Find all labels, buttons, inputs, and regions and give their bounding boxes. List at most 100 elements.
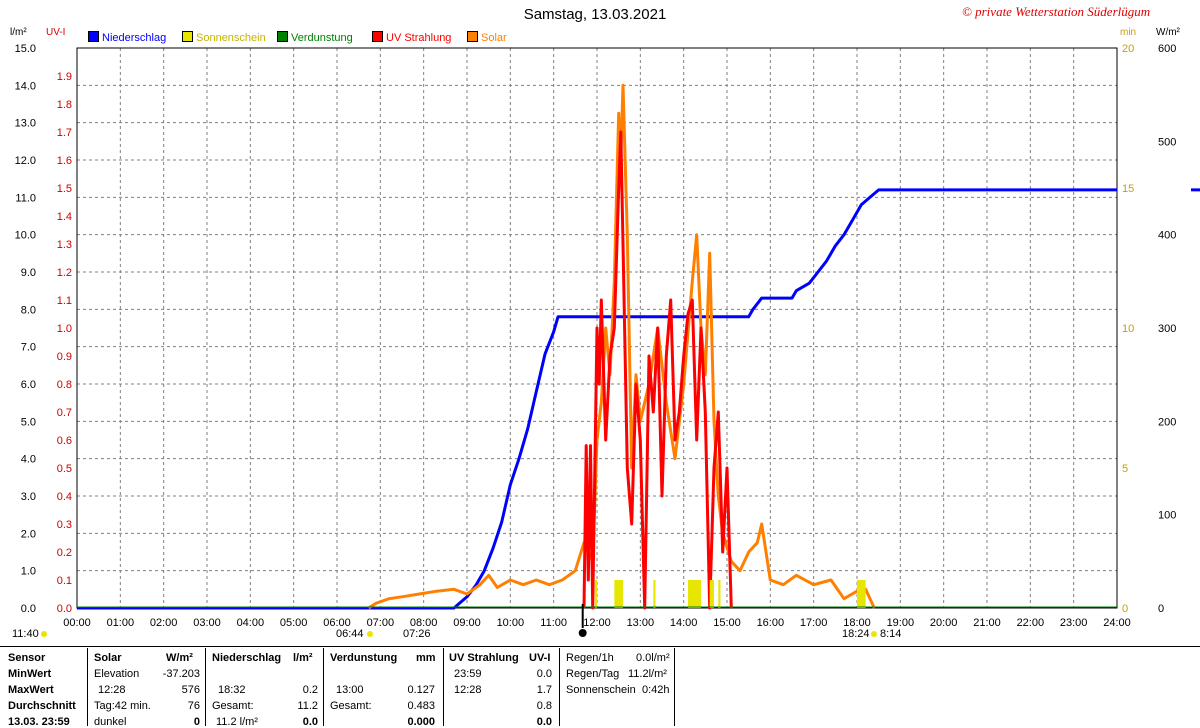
tick-label-precip: 14.0 [15, 80, 36, 92]
tick-label-time: 11:00 [540, 617, 567, 629]
uv-line [582, 130, 733, 610]
tick-label-precip: 4.0 [21, 454, 36, 466]
sunshine-bar [653, 580, 656, 608]
tick-label-time: 00:00 [63, 617, 91, 629]
legend-swatch [467, 31, 478, 42]
tick-label-uv: 0.4 [57, 491, 72, 503]
tick-label-uv: 1.0 [57, 323, 72, 335]
tick-label-precip: 0.0 [21, 603, 36, 615]
uv-unit: UV-I [529, 652, 551, 664]
tick-label-uv: 1.6 [57, 155, 72, 167]
uv-title: UV Strahlung [449, 652, 519, 664]
legend-label: Niederschlag [102, 32, 167, 44]
tick-label-precip: 13.0 [15, 118, 36, 130]
rain-title: Niederschlag [212, 652, 282, 664]
legend-label: Sonnenschein [196, 32, 266, 44]
row-header-avg: Durchschnitt [8, 700, 76, 712]
tick-label-time: 02:00 [150, 617, 178, 629]
tick-label-precip: 9.0 [21, 267, 36, 279]
tick-label-uv: 0.3 [57, 519, 72, 531]
tick-label-time: 17:00 [800, 617, 828, 629]
evap-cell: 0.127 [407, 684, 435, 696]
left-time-marker: 11:40 [12, 628, 39, 640]
legend-item-verdunstung: Verdunstung [277, 31, 353, 44]
tick-label-time: 15:00 [713, 617, 741, 629]
rain-cell: Gesamt: [212, 700, 254, 712]
weather-chart: 0.0 1.0 2.0 3.0 4.0 5.0 6.0 7.0 8.0 9.0 10.0 11.0 12… [15, 43, 1200, 637]
evap-cell: 13:00 [336, 684, 364, 696]
tick-label-uv: 0.5 [57, 463, 72, 475]
table-divider [559, 648, 560, 726]
tick-label-solar: 600 [1158, 43, 1176, 55]
row-header-sensor: Sensor [8, 652, 46, 664]
tick-label-precip: 12.0 [15, 155, 36, 167]
tick-label-time: 24:00 [1103, 617, 1131, 629]
solar-unit: W/m² [166, 652, 193, 664]
rain-unit: l/m² [293, 652, 313, 664]
evap-cell: Gesamt: [330, 700, 372, 712]
rain-cell: 18:32 [218, 684, 246, 696]
evap-unit: mm [416, 652, 436, 664]
legend-label: Solar [481, 32, 507, 44]
tick-label-time: 03:00 [193, 617, 221, 629]
tick-label-time: 22:00 [1017, 617, 1045, 629]
tick-label-min: 15 [1122, 183, 1134, 195]
legend-item-uv: UV Strahlung [372, 31, 451, 44]
tick-label-uv: 0.6 [57, 435, 72, 447]
chart-title: Samstag, 13.03.2021 [523, 6, 667, 23]
sunshine-bar [857, 580, 866, 608]
tick-label-uv: 0.2 [57, 547, 72, 559]
solar-cell: Tag:42 min. [94, 700, 151, 712]
tick-label-time: 09:00 [453, 617, 481, 629]
legend-label: UV Strahlung [386, 32, 452, 44]
uv-cell: 12:28 [454, 684, 482, 696]
tick-label-time: 08:00 [410, 617, 438, 629]
tick-label-uv: 1.2 [57, 267, 72, 279]
row-header-current: 13.03. 23:59 [8, 716, 70, 728]
precip-line [77, 188, 1117, 610]
tick-label-uv: 1.7 [57, 127, 72, 139]
uv-cell: 0.0 [536, 716, 552, 728]
extra-cell: Regen/Tag [566, 668, 620, 680]
solar-cell: dunkel [94, 716, 127, 728]
tick-label-time: 20:00 [930, 617, 958, 629]
tick-label-time: 23:00 [1060, 617, 1088, 629]
uv-cell: 0.0 [536, 668, 552, 680]
sunrise-label-right: 07:26 [403, 628, 431, 640]
sun-icon [41, 631, 47, 637]
tick-label-time: 14:00 [670, 617, 698, 629]
uv-cell: 1.7 [536, 684, 552, 696]
uv-cell: 0.8 [536, 700, 552, 712]
rain-cell: 11.2 l/m² [216, 716, 258, 728]
sunrise-label-left: 06:44 [336, 628, 364, 640]
rain-cell: 0.2 [302, 684, 318, 696]
tick-label-min: 20 [1122, 43, 1134, 55]
tick-label-solar: 400 [1158, 230, 1176, 242]
legend-swatch [182, 31, 193, 42]
station-label: © private Wetterstation Süderlügum [962, 4, 1151, 19]
tick-label-time: 21:00 [973, 617, 1001, 629]
evap-cell: 0.000 [407, 716, 435, 728]
legend-swatch [88, 31, 99, 42]
tick-label-precip: 6.0 [21, 379, 36, 391]
tick-label-uv: 1.5 [57, 183, 72, 195]
tick-label-solar: 300 [1158, 323, 1176, 335]
tick-label-precip: 1.0 [21, 566, 36, 578]
tick-label-precip: 2.0 [21, 528, 36, 540]
tick-label-uv: 1.4 [57, 211, 72, 223]
solar-title: Solar [94, 652, 122, 664]
tick-label-uv: 0.8 [57, 379, 72, 391]
tick-label-time: 01:00 [107, 617, 135, 629]
solar-cell: 12:28 [98, 684, 126, 696]
table-divider [323, 648, 324, 726]
legend-item-sonnenschein: Sonnenschein [182, 31, 266, 44]
row-header-max: MaxWert [8, 684, 54, 696]
evap-title: Verdunstung [330, 652, 398, 664]
solar-cell: 0 [193, 716, 200, 728]
extra-cell: 0:42h [642, 684, 670, 696]
sunshine-bar [594, 580, 597, 608]
extra-cell: Sonnenschein [566, 684, 636, 696]
tick-label-uv: 0.1 [57, 575, 72, 587]
table-divider [87, 648, 88, 726]
tick-label-time: 05:00 [280, 617, 308, 629]
